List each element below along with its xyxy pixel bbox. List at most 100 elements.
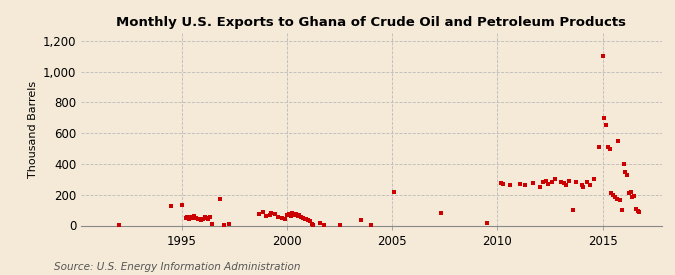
Point [192,216,203,221]
Point [576,183,587,187]
Point [294,213,304,218]
Point [287,211,298,215]
Point [277,216,288,220]
Point [624,191,634,195]
Point [618,162,629,166]
Point [601,123,612,128]
Point [622,172,632,177]
Point [560,183,571,188]
Point [280,216,291,221]
Point [564,179,575,183]
Point [334,222,345,227]
Point [550,177,561,182]
Point [504,183,515,187]
Point [289,213,300,217]
Point [224,222,235,226]
Point [597,54,608,58]
Point [436,211,447,215]
Point [301,217,312,222]
Point [615,198,626,202]
Point [273,215,284,219]
Point [194,217,205,222]
Point [546,179,557,184]
Point [189,214,200,218]
Point [186,215,196,219]
Point [261,214,271,218]
Point [632,209,643,213]
Point [520,183,531,188]
Point [610,195,620,199]
Point [534,185,545,189]
Point [315,221,326,226]
Point [266,211,277,215]
Point [201,216,212,220]
Point [184,216,194,221]
Point [628,194,639,199]
Point [319,222,329,227]
Point [620,169,630,174]
Point [290,212,301,216]
Point [538,180,549,185]
Point [203,217,214,222]
Point [366,222,377,227]
Point [296,215,306,219]
Point [630,206,641,211]
Point [599,116,610,120]
Point [303,218,314,222]
Point [515,182,526,186]
Point [196,218,207,222]
Point [606,191,617,195]
Point [166,204,177,208]
Point [265,213,275,217]
Title: Monthly U.S. Exports to Ghana of Crude Oil and Petroleum Products: Monthly U.S. Exports to Ghana of Crude O… [116,16,626,29]
Point [389,189,400,194]
Point [627,195,638,199]
Point [215,197,226,202]
Point [199,215,210,219]
Point [284,212,294,216]
Point [304,219,315,223]
Point [578,185,589,189]
Point [603,145,614,149]
Point [616,208,627,212]
Point [568,208,578,212]
Point [612,197,622,202]
Point [180,216,191,220]
Point [481,221,492,226]
Point [298,216,308,220]
Point [495,181,506,185]
Point [190,216,201,220]
Point [219,222,230,227]
Point [497,182,508,186]
Point [355,218,366,222]
Point [613,139,624,143]
Point [292,214,303,218]
Point [559,181,570,185]
Point [527,181,538,185]
Point [589,177,599,182]
Point [286,214,296,218]
Point [585,183,596,188]
Y-axis label: Thousand Barrels: Thousand Barrels [28,81,38,178]
Point [608,192,618,197]
Point [299,216,310,221]
Point [306,222,317,226]
Text: Source: U.S. Energy Information Administration: Source: U.S. Energy Information Administ… [54,262,300,272]
Point [207,222,217,226]
Point [205,215,215,219]
Point [113,223,124,227]
Point [281,213,292,218]
Point [257,210,268,214]
Point [182,215,192,219]
Point [308,222,319,227]
Point [604,146,615,151]
Point [581,180,592,185]
Point [634,210,645,214]
Point [198,216,209,221]
Point [555,180,566,185]
Point [177,203,188,208]
Point [625,189,636,194]
Point [543,182,554,186]
Point [187,216,198,220]
Point [593,145,604,149]
